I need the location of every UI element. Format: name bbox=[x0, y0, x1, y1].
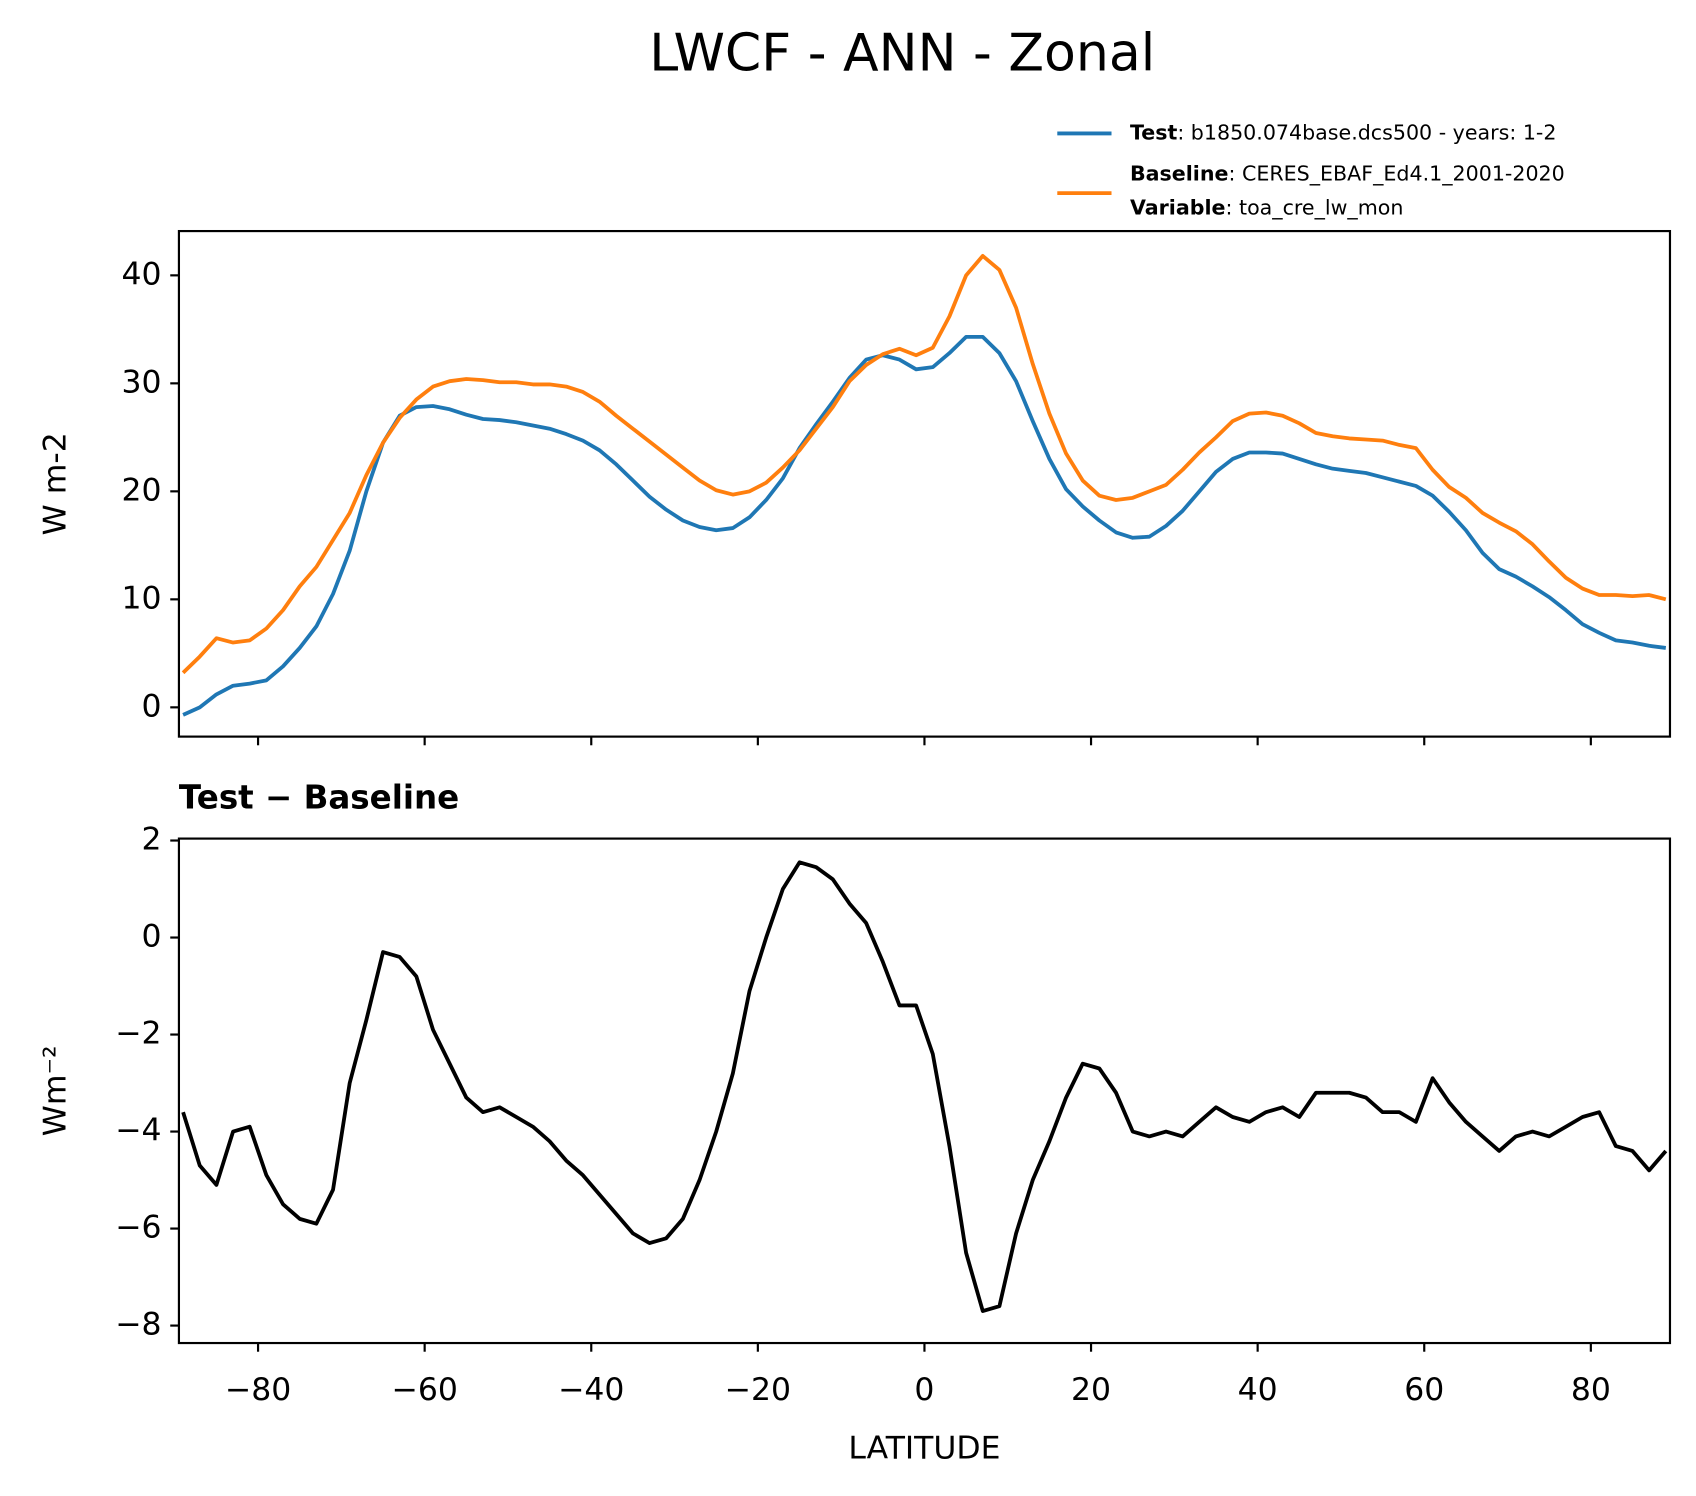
axes-frame bbox=[177, 837, 1672, 1345]
legend-entry: Baseline: CERES_EBAF_Ed4.1_2001-2020 bbox=[1130, 162, 1565, 187]
x-tick-label: 40 bbox=[1238, 1372, 1278, 1408]
x-tick-label: −60 bbox=[391, 1372, 457, 1408]
figure-title: LWCF - ANN - Zonal bbox=[649, 23, 1155, 83]
y-tick-label: −4 bbox=[115, 1113, 161, 1149]
y-axis-label: W m-2 bbox=[37, 432, 73, 535]
y-tick-label: −2 bbox=[115, 1016, 161, 1052]
legend-label: : b1850.074base.dcs500 - years: 1-2 bbox=[1177, 120, 1556, 144]
y-tick-label: −8 bbox=[115, 1307, 161, 1343]
legend-name: Baseline bbox=[1130, 162, 1229, 186]
y-tick-label: 2 bbox=[142, 822, 162, 858]
y-tick-label: 20 bbox=[122, 472, 162, 508]
x-tick-label: −40 bbox=[558, 1372, 624, 1408]
legend-label: : toa_cre_lw_mon bbox=[1226, 195, 1404, 220]
legend-label: : CERES_EBAF_Ed4.1_2001-2020 bbox=[1229, 162, 1565, 187]
y-axis-label: Wm⁻² bbox=[37, 1045, 73, 1136]
x-tick-label: −20 bbox=[725, 1372, 791, 1408]
legend-name: Variable bbox=[1130, 195, 1226, 219]
plot-area bbox=[181, 254, 1667, 717]
y-tick-label: 30 bbox=[122, 364, 162, 400]
x-tick-label: 20 bbox=[1071, 1372, 1111, 1408]
x-tick-label: 0 bbox=[914, 1372, 934, 1408]
axes-frame bbox=[177, 229, 1672, 738]
data-line bbox=[182, 335, 1667, 717]
y-tick-label: 40 bbox=[122, 256, 162, 292]
legend-name: Test bbox=[1130, 120, 1178, 144]
y-tick-label: −6 bbox=[115, 1210, 161, 1246]
y-tick-label: 0 bbox=[142, 919, 162, 955]
panel-title: Test − Baseline bbox=[179, 779, 459, 817]
y-tick-label: 0 bbox=[142, 688, 162, 724]
x-axis-label: LATITUDE bbox=[848, 1430, 1000, 1466]
plot-area bbox=[181, 860, 1668, 1313]
data-line bbox=[181, 254, 1667, 675]
x-tick-label: 80 bbox=[1571, 1372, 1611, 1408]
legend-entry: Test: b1850.074base.dcs500 - years: 1-2 bbox=[1130, 120, 1557, 144]
y-tick-label: 10 bbox=[122, 580, 162, 616]
legend-entry: Variable: toa_cre_lw_mon bbox=[1130, 195, 1403, 220]
data-line bbox=[181, 860, 1668, 1313]
x-tick-label: 60 bbox=[1404, 1372, 1444, 1408]
x-tick-label: −80 bbox=[225, 1372, 291, 1408]
